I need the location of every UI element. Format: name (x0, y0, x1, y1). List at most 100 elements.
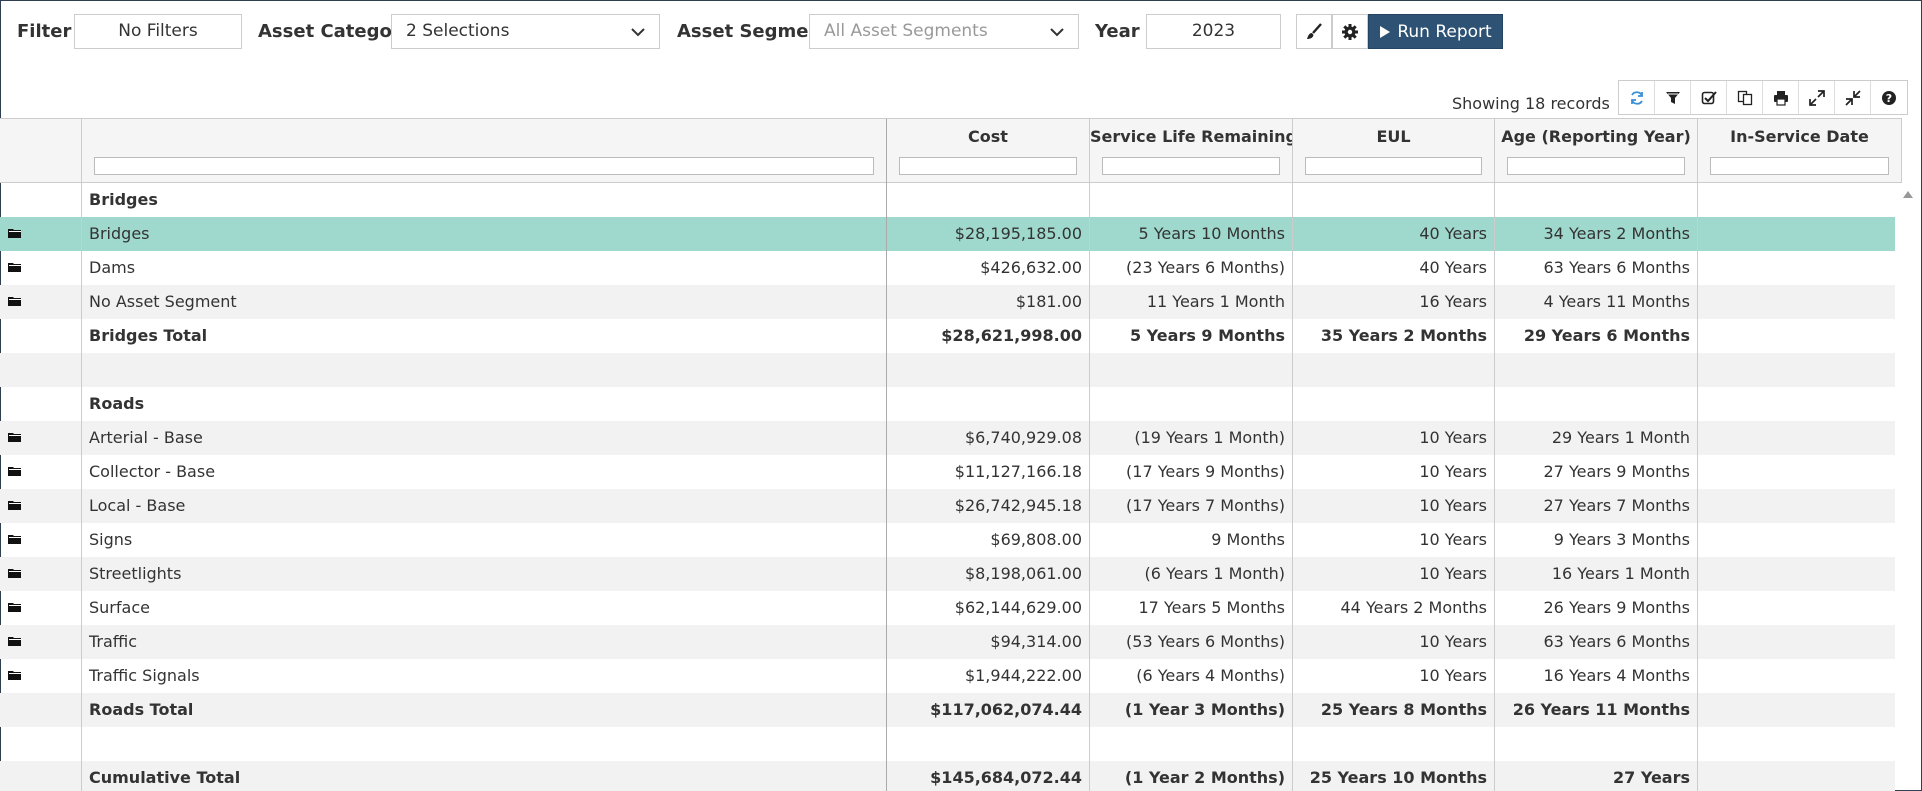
asset-name-cell: Collector - Base (82, 455, 887, 489)
age-cell: 16 Years 1 Month (1495, 557, 1698, 591)
year-input[interactable]: 2023 (1146, 14, 1281, 49)
table-row[interactable]: Dams $426,632.00 (23 Years 6 Months) 40 Yea… (0, 251, 1895, 285)
service-life-cell: (6 Years 1 Month) (1090, 557, 1293, 591)
asset-name-cell (82, 727, 887, 761)
spacer-row (0, 353, 1895, 387)
eul-cell: 10 Years (1293, 659, 1495, 693)
table-row[interactable]: Arterial - Base $6,740,929.08 (19 Years 1 … (0, 421, 1895, 455)
asset-category-select[interactable]: 2 Selections (391, 14, 660, 49)
folder-icon[interactable] (8, 466, 22, 476)
brush-button[interactable] (1296, 14, 1332, 49)
asset-name-cell: Traffic (82, 625, 887, 659)
folder-icon[interactable] (8, 432, 22, 442)
in-service-date-cell (1698, 557, 1895, 591)
total-row: Roads Total $117,062,074.44 (1 Year 3 Mont… (0, 693, 1895, 727)
header-in-service-date[interactable]: In-Service Date (1698, 119, 1902, 183)
asset-name-cell: Local - Base (82, 489, 887, 523)
in-service-date-cell (1698, 387, 1895, 421)
table-row[interactable]: Traffic $94,314.00 (53 Years 6 Months) 10 Y… (0, 625, 1895, 659)
group-header-row: Roads (0, 387, 1895, 421)
play-icon (1380, 25, 1391, 38)
service-life-cell: 9 Months (1090, 523, 1293, 557)
table-row[interactable]: Traffic Signals $1,944,222.00 (6 Years 4 M… (0, 659, 1895, 693)
filter-button[interactable]: No Filters (74, 14, 242, 49)
header-age-title: Age (Reporting Year) (1501, 127, 1691, 146)
in-service-date-cell (1698, 353, 1895, 387)
cost-cell (887, 727, 1090, 761)
eul-cell (1293, 353, 1495, 387)
settings-button[interactable] (1332, 14, 1368, 49)
cost-filter-input[interactable] (899, 157, 1077, 175)
select-all-button[interactable] (1691, 81, 1727, 114)
chevron-down-icon (631, 28, 645, 37)
table-row[interactable]: Collector - Base $11,127,166.18 (17 Years … (0, 455, 1895, 489)
expand-button[interactable] (1799, 81, 1835, 114)
asset-name-cell: Arterial - Base (82, 421, 887, 455)
folder-icon[interactable] (8, 262, 22, 272)
cost-cell: $69,808.00 (887, 523, 1090, 557)
eul-cell (1293, 727, 1495, 761)
filter-icon (1665, 91, 1680, 104)
header-eul[interactable]: EUL (1293, 119, 1495, 183)
header-age[interactable]: Age (Reporting Year) (1495, 119, 1698, 183)
service-life-cell (1090, 353, 1293, 387)
header-name-column[interactable] (82, 119, 887, 183)
service-life-filter-input[interactable] (1102, 157, 1280, 175)
in-service-date-cell (1698, 489, 1895, 523)
cost-cell: $28,621,998.00 (887, 319, 1090, 353)
grid-body: Bridges Bridges $28,195,185.00 5 Years 10 M… (0, 183, 1895, 791)
folder-icon[interactable] (8, 636, 22, 646)
folder-icon[interactable] (8, 670, 22, 680)
folder-icon[interactable] (8, 534, 22, 544)
cost-cell (887, 353, 1090, 387)
table-row[interactable]: Surface $62,144,629.00 17 Years 5 Months 44… (0, 591, 1895, 625)
table-row[interactable]: Local - Base $26,742,945.18 (17 Years 7 Mo… (0, 489, 1895, 523)
header-service-life[interactable]: Service Life Remaining (... (1090, 119, 1293, 183)
eul-filter-input[interactable] (1305, 157, 1482, 175)
run-report-button[interactable]: Run Report (1368, 14, 1503, 49)
in-service-date-cell (1698, 625, 1895, 659)
row-icon-cell (0, 217, 82, 251)
service-life-cell: 11 Years 1 Month (1090, 285, 1293, 319)
scroll-up-icon[interactable] (1902, 189, 1914, 199)
refresh-button[interactable] (1619, 81, 1655, 114)
grid-header: Cost Service Life Remaining (... EUL Age… (0, 118, 1902, 183)
asset-name-cell: Bridges (82, 217, 887, 251)
row-icon-cell (0, 727, 82, 761)
age-cell: 27 Years 7 Months (1495, 489, 1698, 523)
collapse-button[interactable] (1835, 81, 1871, 114)
eul-cell (1293, 387, 1495, 421)
table-row[interactable]: Streetlights $8,198,061.00 (6 Years 1 Mont… (0, 557, 1895, 591)
svg-text:?: ? (1886, 92, 1892, 105)
age-filter-input[interactable] (1507, 157, 1685, 175)
header-service-life-title: Service Life Remaining (... (1090, 127, 1292, 146)
cost-cell: $426,632.00 (887, 251, 1090, 285)
in-service-date-filter-input[interactable] (1710, 157, 1889, 175)
folder-icon[interactable] (8, 500, 22, 510)
age-cell (1495, 387, 1698, 421)
print-button[interactable] (1763, 81, 1799, 114)
row-icon-cell (0, 625, 82, 659)
name-filter-input[interactable] (94, 157, 874, 175)
folder-icon[interactable] (8, 228, 22, 238)
table-row[interactable]: Signs $69,808.00 9 Months 10 Years 9 Years 3… (0, 523, 1895, 557)
service-life-cell (1090, 387, 1293, 421)
cost-cell: $28,195,185.00 (887, 217, 1090, 251)
service-life-cell: 5 Years 10 Months (1090, 217, 1293, 251)
filter-tool-button[interactable] (1655, 81, 1691, 114)
help-button[interactable]: ? (1871, 81, 1907, 114)
asset-segment-select[interactable]: All Asset Segments (809, 14, 1079, 49)
table-row[interactable]: No Asset Segment $181.00 11 Years 1 Month 1… (0, 285, 1895, 319)
age-cell: 29 Years 6 Months (1495, 319, 1698, 353)
table-row[interactable]: Bridges $28,195,185.00 5 Years 10 Months 40… (0, 217, 1895, 251)
folder-icon[interactable] (8, 602, 22, 612)
header-cost[interactable]: Cost (887, 119, 1090, 183)
in-service-date-cell (1698, 727, 1895, 761)
age-cell: 16 Years 4 Months (1495, 659, 1698, 693)
vertical-scrollbar[interactable] (1895, 183, 1922, 791)
asset-segment-placeholder: All Asset Segments (824, 21, 988, 41)
folder-icon[interactable] (8, 296, 22, 306)
asset-name-cell: Traffic Signals (82, 659, 887, 693)
copy-button[interactable] (1727, 81, 1763, 114)
folder-icon[interactable] (8, 568, 22, 578)
